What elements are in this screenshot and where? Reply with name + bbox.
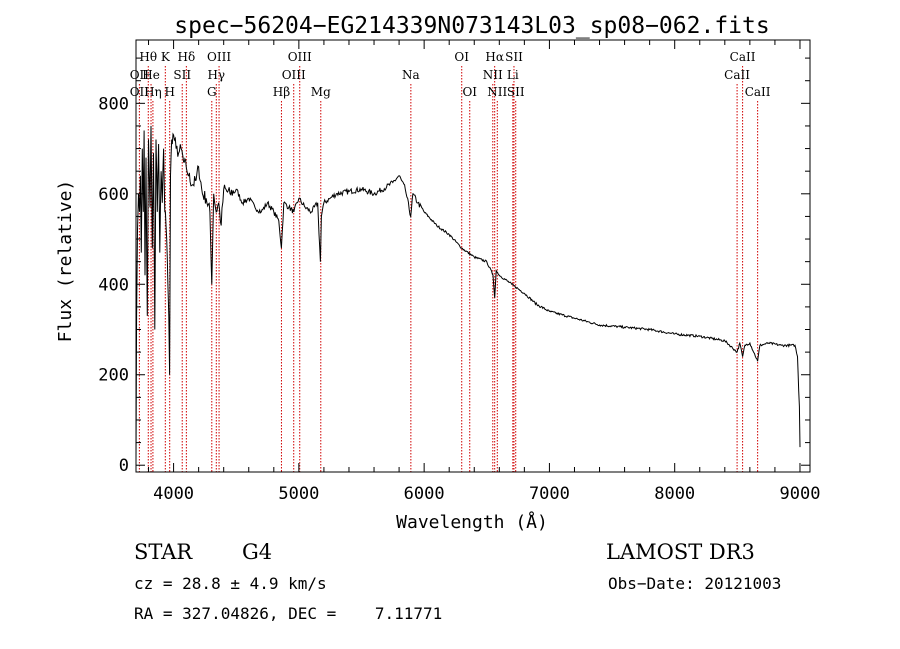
line-label: G: [207, 85, 217, 99]
line-label: OIII: [288, 50, 312, 64]
x-tick-label: 4000: [153, 484, 194, 504]
line-label: SII: [507, 85, 525, 99]
x-tick-label: 8000: [654, 484, 695, 504]
line-label: Hθ: [139, 50, 157, 64]
line-label: Hδ: [178, 50, 196, 64]
line-label: Hα: [485, 50, 504, 64]
line-label: NII: [487, 85, 507, 99]
x-tick-label: 5000: [278, 484, 319, 504]
object-subclass: G4: [242, 540, 273, 564]
x-tick-label: 9000: [780, 484, 821, 504]
line-label: OI: [454, 50, 469, 64]
line-label: Hη: [144, 85, 162, 99]
line-label: He: [142, 68, 160, 82]
line-label: OIII: [207, 50, 231, 64]
line-label: OIII: [282, 68, 306, 82]
ra-dec-coordinates: RA = 327.04826, DEC = 7.11771: [134, 604, 443, 623]
x-axis-label: Wavelength (Å): [396, 511, 548, 533]
x-axis: 4000 5000 6000 7000 8000 9000: [148, 40, 821, 504]
line-label: Hγ: [207, 68, 225, 82]
survey-name: LAMOST DR3: [606, 540, 755, 564]
obs-date: Obs−Date: 20121003: [608, 574, 782, 593]
line-label: OI: [462, 85, 477, 99]
y-axis-label: Flux (relative): [55, 180, 76, 343]
line-label: OII: [130, 68, 150, 82]
line-label: Li: [507, 68, 519, 82]
line-label: NII: [483, 68, 503, 82]
x-tick-label: 7000: [529, 484, 570, 504]
object-class: STAR: [134, 540, 193, 564]
redshift-cz: cz = 28.8 ± 4.9 km/s: [134, 574, 327, 593]
y-tick-label: 200: [98, 366, 129, 386]
line-label: CaII: [724, 68, 750, 82]
y-tick-label: 600: [98, 185, 129, 205]
y-tick-label: 800: [98, 94, 129, 114]
line-label: K: [161, 50, 171, 64]
line-label: Mg: [311, 85, 331, 99]
line-label: Na: [402, 68, 420, 82]
line-label: CaII: [745, 85, 771, 99]
chart-title: spec−56204−EG214339N073143L03_sp08−062.f…: [174, 13, 769, 39]
y-tick-label: 0: [119, 456, 129, 476]
line-label: Hβ: [273, 85, 290, 99]
line-label: SII: [173, 68, 191, 82]
line-label: OII: [130, 85, 150, 99]
y-tick-label: 400: [98, 275, 129, 295]
spectrum-line: [135, 125, 801, 461]
x-tick-label: 6000: [404, 484, 445, 504]
plot-frame: [135, 39, 811, 473]
y-axis: 0 200 400 600 800: [98, 57, 810, 476]
line-label: CaII: [730, 50, 756, 64]
line-label: SII: [505, 50, 523, 64]
line-label: H: [164, 85, 174, 99]
